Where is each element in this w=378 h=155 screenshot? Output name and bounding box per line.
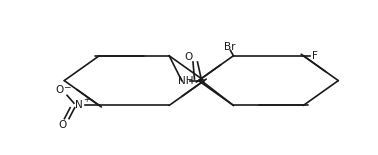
Text: O: O [56,85,64,95]
Text: F: F [312,51,318,61]
Text: N: N [74,100,82,110]
Text: Br: Br [224,42,235,52]
Text: NH: NH [178,76,193,86]
Text: O: O [185,52,193,62]
Text: O: O [58,120,66,130]
Text: +: + [84,95,90,104]
Text: −: − [64,82,71,91]
